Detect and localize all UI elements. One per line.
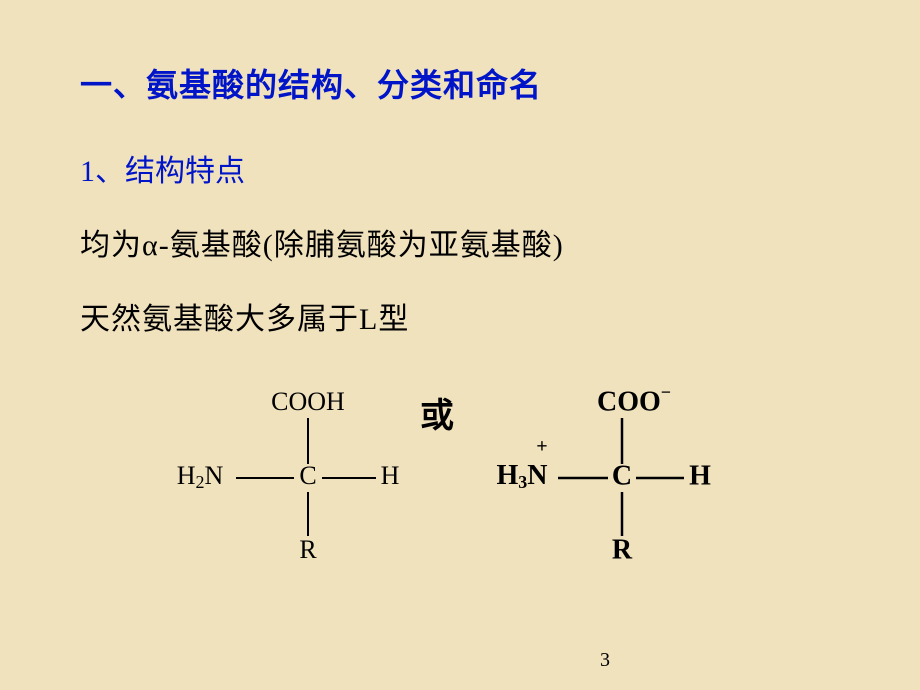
svg-text:C: C bbox=[299, 461, 316, 490]
svg-text:+: + bbox=[536, 436, 547, 458]
diagram-row: C COOH H2N H R 或 C COO− H3N+ H R bbox=[80, 368, 840, 573]
svg-text:H3N: H3N bbox=[496, 460, 547, 492]
svg-text:R: R bbox=[612, 534, 633, 565]
page-number: 3 bbox=[600, 649, 610, 672]
diagram-2: C COO− H3N+ H R bbox=[464, 368, 734, 573]
body-line-2: 天然氨基酸大多属于L型 bbox=[80, 294, 840, 338]
svg-text:COOH: COOH bbox=[271, 387, 345, 416]
diagram-1: C COOH H2N H R bbox=[140, 368, 410, 573]
svg-text:C: C bbox=[612, 460, 632, 491]
section-title: 一、氨基酸的结构、分类和命名 bbox=[80, 60, 840, 106]
svg-text:R: R bbox=[299, 535, 317, 564]
svg-text:H: H bbox=[689, 460, 711, 491]
svg-text:H2N: H2N bbox=[177, 461, 224, 492]
svg-text:H: H bbox=[381, 461, 400, 490]
or-label: 或 bbox=[420, 388, 454, 437]
subsection-title: 1、结构特点 bbox=[80, 146, 840, 190]
slide: 一、氨基酸的结构、分类和命名 1、结构特点 均为α-氨基酸(除脯氨酸为亚氨基酸)… bbox=[0, 0, 920, 690]
svg-text:COO−: COO− bbox=[597, 382, 671, 417]
body-line-1: 均为α-氨基酸(除脯氨酸为亚氨基酸) bbox=[80, 220, 840, 264]
